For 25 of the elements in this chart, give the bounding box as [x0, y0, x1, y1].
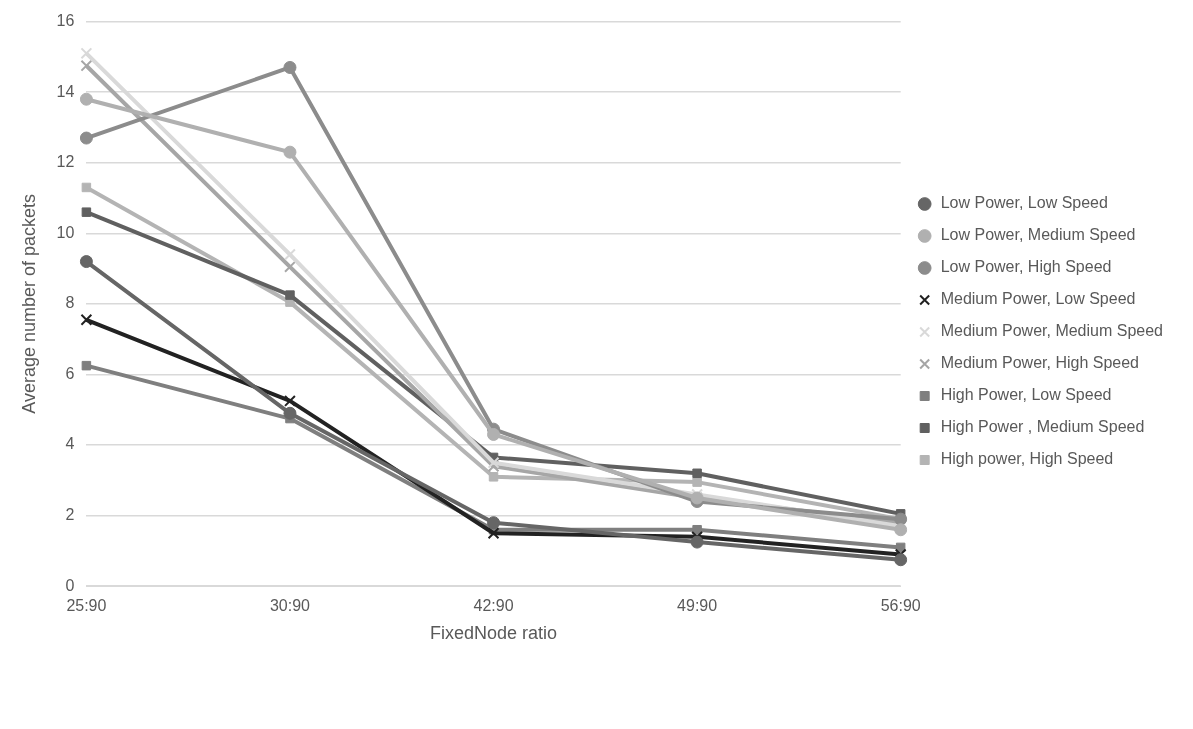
- x-tick-label: 25:90: [66, 597, 107, 615]
- x-tick-label: 42:90: [473, 597, 514, 615]
- y-tick-label: 14: [56, 82, 75, 100]
- legend-label: Medium Power, Low Speed: [940, 290, 1136, 308]
- legend-label: Medium Power, High Speed: [940, 354, 1139, 372]
- legend-label: Medium Power, Medium Speed: [940, 322, 1163, 340]
- x-axis-title: FixedNode ratio: [430, 623, 558, 644]
- x-tick-label: 30:90: [269, 597, 311, 615]
- x-tick-label: 49:90: [677, 597, 718, 615]
- y-tick-label: 6: [65, 364, 75, 382]
- y-tick-label: 10: [56, 223, 75, 241]
- x-tick-label: 56:90: [880, 597, 921, 615]
- legend-label: High Power , Medium Speed: [940, 418, 1145, 436]
- y-tick-label: 12: [56, 153, 75, 171]
- legend-label: High Power, Low Speed: [940, 386, 1112, 404]
- legend-label: Low Power, High Speed: [940, 258, 1112, 276]
- legend-label: Low Power, Low Speed: [940, 194, 1108, 212]
- y-tick-label: 4: [65, 435, 75, 453]
- y-tick-label: 16: [56, 12, 75, 30]
- legend-label: High power, High Speed: [940, 450, 1114, 468]
- y-tick-label: 0: [65, 576, 75, 594]
- y-tick-label: 8: [65, 294, 75, 312]
- legend-label: Low Power, Medium Speed: [940, 226, 1136, 244]
- y-axis-title: Average number of packets: [18, 194, 39, 414]
- y-tick-label: 2: [65, 506, 75, 524]
